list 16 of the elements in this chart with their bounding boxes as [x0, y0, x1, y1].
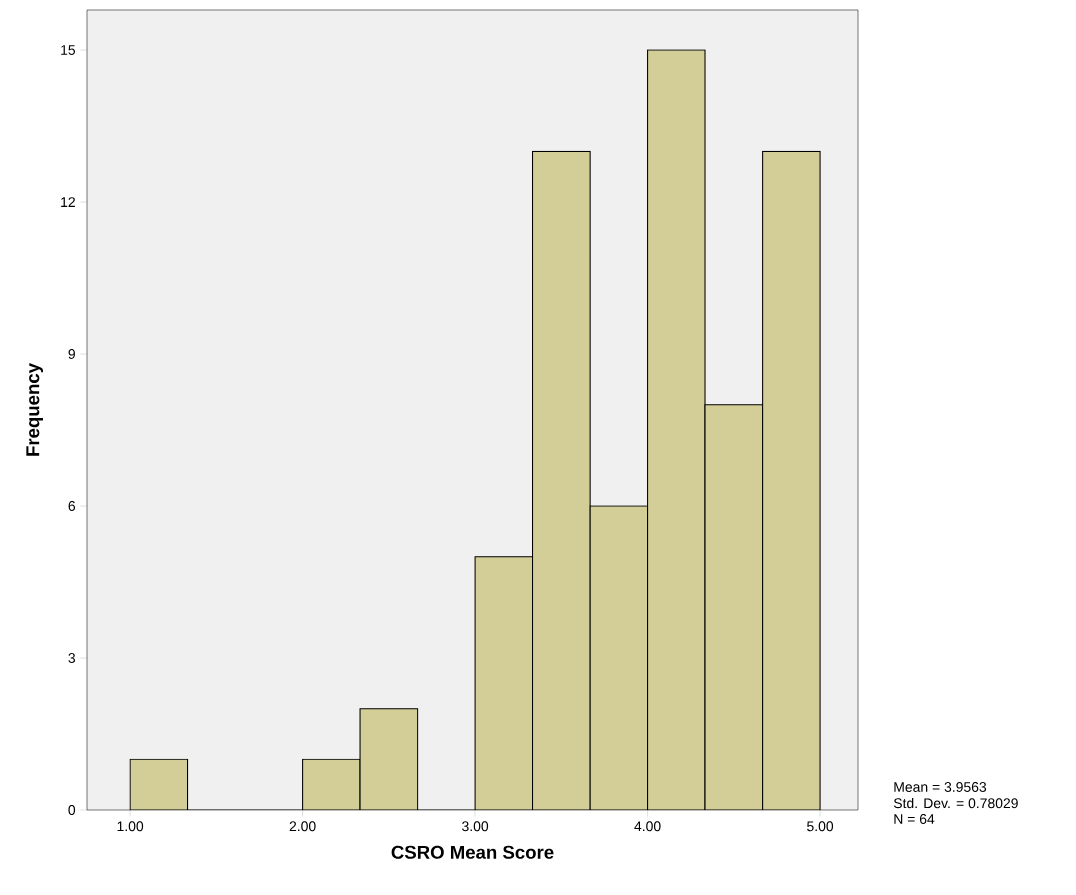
- y-tick-label: 9: [68, 349, 75, 359]
- x-axis-title: CSRO Mean Score: [391, 845, 554, 859]
- y-tick-label: 3: [68, 653, 76, 663]
- y-tick-label: 0: [68, 805, 76, 815]
- x-tick-label: 4.00: [634, 821, 661, 832]
- text: Mean = 3.9563: [894, 782, 987, 792]
- y-tick-label: 12: [61, 197, 75, 207]
- text: Std. Dev. = 0.78029: [893, 797, 1018, 809]
- text: N = 64: [894, 814, 935, 824]
- y-axis-title: Frequency: [26, 363, 43, 456]
- y-tick-label: 15: [61, 45, 76, 55]
- x-tick-label: 1.00: [117, 821, 144, 832]
- y-tick-label: 6: [68, 501, 76, 511]
- x-tick-label: 5.00: [807, 821, 834, 832]
- x-tick-label: 2.00: [289, 821, 316, 832]
- x-tick-label: 3.00: [462, 821, 489, 832]
